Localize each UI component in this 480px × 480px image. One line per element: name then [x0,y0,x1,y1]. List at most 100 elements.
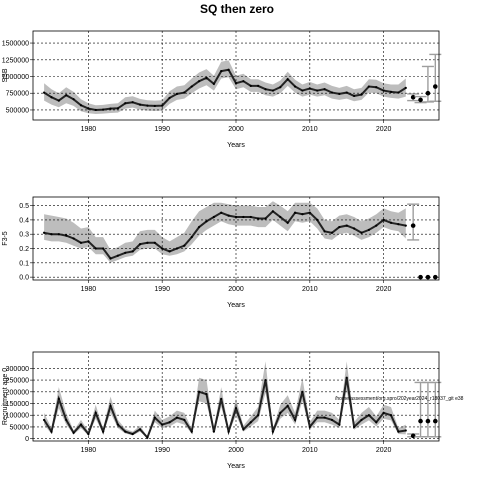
fbar-point [153,241,156,244]
ssb-point [375,86,378,89]
fbar-point [197,225,201,229]
chart-title: SQ then zero [200,2,274,16]
ssb-point [242,80,245,83]
fbar-point [146,241,149,244]
recruitment-ytick-label: 150000 [6,401,29,408]
recruitment-point [94,411,97,414]
ssb-point [138,103,142,106]
recruitment-ytick-label: 250000 [6,378,29,385]
recruitment-point [271,430,275,433]
fbar-point [257,217,260,220]
ssb-line [43,68,407,112]
recruitment-point [65,418,68,422]
recruitment-point [301,390,304,393]
fbar-point [57,233,60,236]
ssb-point [50,96,53,99]
fbar-point [353,227,356,230]
fbar-point [404,224,407,227]
recruitment-point [220,397,223,400]
ssb-ytick-label: 1250000 [2,57,29,64]
recruitment-projection-point [425,418,431,424]
file-path-note: /home/assessment/org.spro/202year2024_r1… [335,396,464,402]
fbar-point [87,240,90,243]
ssb-point [301,89,304,92]
recruitment-point [227,430,230,433]
recruitment-point [161,423,164,426]
ssb-point [205,76,208,79]
recruitment-projection-point [433,418,438,424]
recruitment-projection-point [418,418,423,424]
ssb-point [57,99,60,102]
ssb-point [330,91,334,94]
fbar-point [271,210,275,213]
fbar-point [249,215,252,219]
fbar-xtick-label: 2010 [302,286,318,293]
fbar-projection-point [418,274,423,280]
recruitment-xtick-label: 1990 [154,447,170,454]
fbar-point [227,214,230,217]
fbar-point [175,247,179,250]
recruitment-ytick-label: 300000 [6,366,29,373]
fbar-point [116,254,119,257]
ssb-ytick-label: 1500000 [2,41,29,48]
ssb-projection-point [410,94,416,100]
recruitment-point [138,428,142,431]
ssb-x-axis-label: Years [227,142,245,149]
fbar-ytick-label: 0.0 [19,275,29,282]
recruitment-point [42,418,46,422]
fbar-point [131,250,134,253]
recruitment-y-axis-label: Recruitment age 0 [2,368,9,425]
ssb-point [87,107,90,110]
fbar-ytick-label: 0.5 [19,203,29,210]
recruitment-point [190,430,193,433]
ssb-point [345,91,348,94]
ssb-point [72,98,75,101]
recruitment-point [286,404,289,407]
fbar-xtick-label: 2000 [228,286,244,293]
recruitment-point [175,416,179,419]
ssb-point [131,101,134,104]
fbar-ytick-label: 0.2 [19,246,29,253]
recruitment-point [293,418,297,422]
fbar-point [234,215,238,219]
recruitment-point [50,430,53,433]
fbar-point [220,211,223,214]
fbar-ytick-label: 0.1 [19,260,29,267]
fbar-point [264,217,267,220]
ssb-xtick-label: 2010 [302,126,318,133]
recruitment-point [330,418,334,422]
recruitment-point [345,376,348,379]
recruitment-point [205,393,208,396]
recruitment-point [168,421,171,424]
ssb-point [116,107,119,110]
ssb-point [279,86,282,89]
ssb-point [190,85,193,88]
ssb-point [197,80,201,83]
fbar-point [138,243,142,246]
fbar-ytick-label: 0.4 [19,217,29,224]
fbar-xtick-label: 2020 [376,286,392,293]
fbar-confidence-band [44,201,406,263]
ssb-ytick-label: 500000 [6,107,29,114]
fbar-point [293,211,297,214]
recruitment-x-axis-label: Years [227,463,245,470]
recruitment-point [279,411,282,414]
ssb-y-axis-label: SSB [2,68,9,82]
fbar-point [161,247,164,250]
ssb-xtick-label: 1990 [154,126,170,133]
fbar-point [183,244,186,247]
fbar-point [330,231,334,234]
recruitment-ytick-label: 50000 [10,424,30,431]
ssb-point [271,89,275,92]
fbar-point [94,247,97,250]
ssb-point [293,85,297,88]
recruitment-point [116,423,119,426]
fbar-projection-point [425,274,431,280]
ssb-panel: 1980 1990 2000 2010 2020 500000 750000 1000000 1… [2,30,442,149]
fbar-point [367,228,370,232]
ssb-point [323,88,326,91]
fbar-point [205,220,208,223]
recruitment-point [316,416,319,419]
ssb-confidence-band [44,60,406,114]
ssb-point [94,108,97,112]
